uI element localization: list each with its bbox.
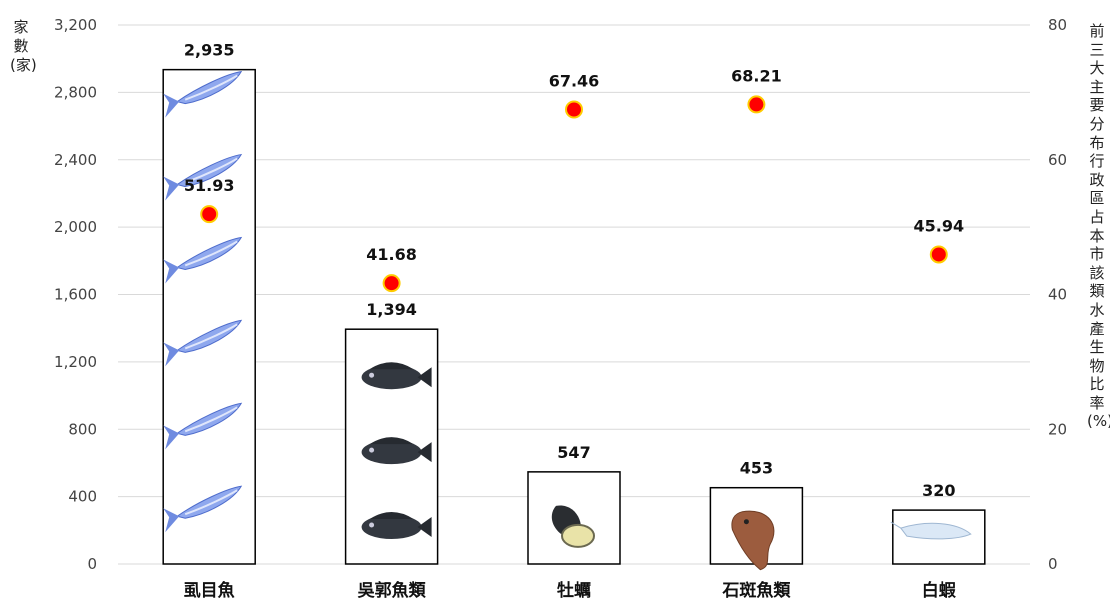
category-label: 白蝦 [922, 580, 957, 599]
bar-value-label: 320 [922, 481, 955, 500]
shrimp-body [899, 522, 972, 540]
tilapia-eye [369, 447, 375, 453]
left-tick-label: 1,600 [54, 286, 97, 304]
tilapia-tail [417, 442, 432, 463]
right-tick-label: 80 [1048, 16, 1067, 34]
left-tick-label: 2,000 [54, 218, 97, 236]
ratio-marker [382, 274, 401, 293]
data-labels: 2,935 1,394 547 453 320 51.93 41.68 67.46 68.21 4… [184, 41, 964, 500]
left-tick-label: 400 [68, 488, 97, 506]
grid-lines [118, 24, 1030, 565]
milkfish-stripe [184, 323, 238, 350]
tilapia-fin [369, 512, 414, 520]
ratio-value-label: 68.21 [731, 66, 782, 85]
left-axis-title: 家數(家) [10, 18, 37, 74]
bar-value-label: 453 [740, 459, 773, 478]
category-label: 吳郭魚類 [358, 580, 427, 599]
category-labels: 虱目魚 吳郭魚類 牡蠣 石斑魚類 白蝦 [184, 580, 957, 599]
ratio-value-label: 67.46 [549, 71, 600, 90]
tilapia-body [361, 515, 422, 540]
left-tick-label: 2,400 [54, 151, 97, 169]
left-axis-ticks: 0 400 800 1,200 1,600 2,000 2,400 2,800 3,200 [54, 16, 97, 573]
bars [162, 68, 986, 565]
ratio-marker [200, 205, 219, 224]
tilapia-eye [369, 522, 375, 528]
milkfish-stripe [184, 406, 238, 433]
shrimp-icon [890, 521, 972, 540]
left-tick-label: 0 [87, 555, 97, 573]
tilapia-tail [417, 517, 432, 538]
tilapia-fin [369, 437, 414, 445]
bar [162, 68, 256, 565]
right-tick-label: 20 [1048, 420, 1067, 438]
milkfish-stripe [184, 240, 238, 267]
tilapia-icon [361, 362, 432, 540]
milkfish-tail [163, 508, 180, 533]
ratio-markers [200, 95, 948, 293]
oyster-meat [561, 523, 595, 548]
tilapia-body [361, 440, 422, 465]
category-label: 石斑魚類 [721, 580, 791, 599]
tilapia-body [361, 365, 422, 390]
tilapia-fin [369, 362, 414, 370]
ratio-value-label: 45.94 [913, 216, 964, 235]
left-tick-label: 2,800 [54, 83, 97, 101]
category-label: 牡蠣 [557, 580, 591, 599]
milkfish-tail [163, 259, 180, 284]
bar-value-label: 547 [557, 443, 590, 462]
milkfish-tail [163, 93, 180, 118]
category-label: 虱目魚 [184, 580, 235, 599]
bar-value-label: 1,394 [366, 300, 417, 319]
grouper-eye [743, 519, 749, 525]
ratio-marker [747, 95, 766, 114]
milkfish-stripe [184, 74, 238, 101]
tilapia-eye [369, 372, 375, 378]
oyster-icon [551, 505, 595, 548]
bar-icons [163, 70, 972, 571]
shrimp-antenna [890, 521, 902, 529]
right-axis-ticks: 0 20 40 60 80 [1048, 16, 1067, 573]
milkfish-tail [163, 176, 180, 201]
milkfish-tail [163, 425, 180, 450]
right-tick-label: 60 [1048, 151, 1067, 169]
left-tick-label: 800 [68, 420, 97, 438]
milkfish-tail [163, 342, 180, 367]
left-tick-label: 1,200 [54, 353, 97, 371]
left-tick-label: 3,200 [54, 16, 97, 34]
bar-value-label: 2,935 [184, 41, 235, 60]
milkfish-stripe [184, 489, 238, 516]
right-tick-label: 40 [1048, 286, 1067, 304]
tilapia-tail [417, 367, 432, 388]
milkfish-stripe [184, 157, 238, 184]
right-axis-title: 前三大主要分布行政區占本市該類水產生物比率(%) [1087, 22, 1110, 431]
grouper-icon [731, 510, 775, 571]
ratio-marker [929, 245, 948, 264]
right-tick-label: 0 [1048, 555, 1058, 573]
ratio-value-label: 41.68 [366, 245, 417, 264]
ratio-value-label: 51.93 [184, 176, 235, 195]
grouper-body [731, 510, 775, 571]
ratio-marker [565, 100, 583, 119]
milkfish-icon [163, 70, 243, 533]
